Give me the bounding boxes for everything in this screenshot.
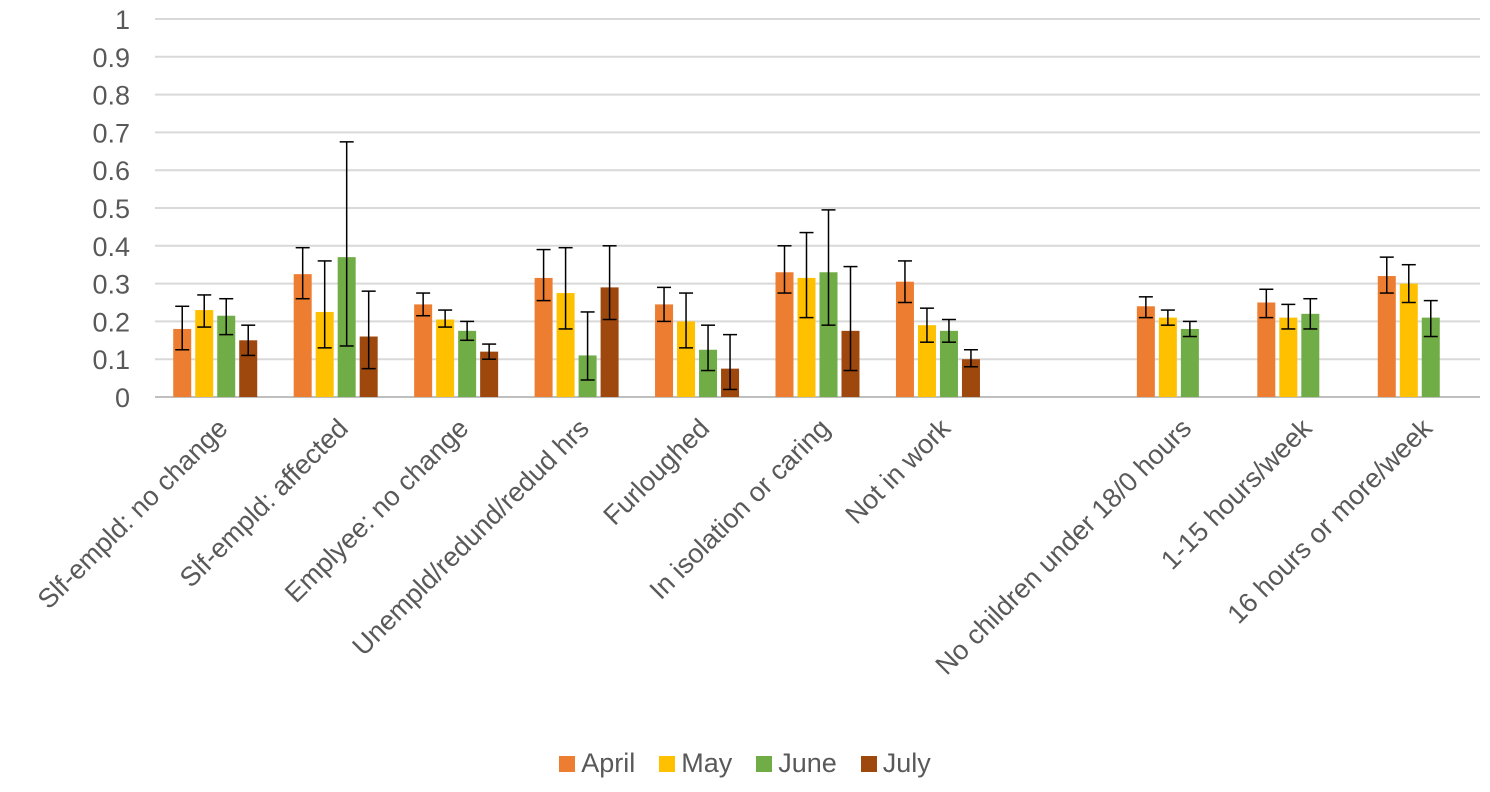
legend-swatch-july [860, 755, 877, 772]
bar-july [600, 287, 619, 397]
y-tick-label: 0.4 [92, 232, 130, 262]
bar-june [458, 330, 477, 397]
bar-july [480, 351, 499, 397]
x-tick-label: Not in work [839, 413, 956, 530]
legend-item-june: June [756, 748, 837, 779]
bar-may [1399, 283, 1418, 397]
x-tick-label: Unempld/redund/redud hrs [346, 413, 594, 661]
bar-july [961, 359, 980, 397]
x-tick-label: 16 hours or more/week [1222, 413, 1439, 630]
bar-may [556, 293, 575, 397]
bar-may [797, 277, 816, 397]
bar-june [217, 315, 236, 397]
legend-label-july: July [882, 748, 931, 778]
bar-april [1257, 302, 1276, 397]
bar-may [1279, 317, 1298, 397]
legend-item-april: April [559, 748, 635, 779]
x-tick-label: Furloughed [597, 413, 715, 531]
bar-may [917, 325, 936, 397]
y-tick-label: 0.3 [92, 270, 130, 300]
bar-may [315, 311, 334, 397]
bar-june [1301, 313, 1320, 397]
y-tick-label: 0.2 [92, 307, 130, 337]
legend-item-july: July [860, 748, 931, 779]
bar-april [173, 328, 192, 397]
legend-swatch-june [756, 755, 773, 772]
x-tick-label: No children under 18/0 hours [930, 413, 1197, 680]
bar-july [239, 340, 258, 397]
legend-label-june: June [778, 748, 837, 778]
bar-april [534, 277, 553, 397]
bar-june [1421, 317, 1440, 397]
legend-swatch-may [659, 755, 676, 772]
y-tick-label: 0.9 [92, 43, 130, 73]
bar-may [677, 321, 696, 397]
bar-april [1136, 306, 1155, 397]
bar-april [1377, 276, 1396, 397]
y-tick-label: 0.6 [92, 156, 130, 186]
y-tick-label: 0.7 [92, 118, 130, 148]
bar-june [1180, 328, 1199, 397]
bar-may [195, 310, 214, 397]
y-tick-label: 0.5 [92, 194, 130, 224]
bar-april [775, 272, 794, 397]
y-tick-label: 0 [115, 383, 130, 413]
bar-june [819, 272, 838, 397]
y-tick-label: 0.8 [92, 81, 130, 111]
bar-april [895, 281, 914, 397]
legend-label-april: April [581, 748, 636, 778]
legend-swatch-april [559, 755, 576, 772]
bar-april [655, 304, 674, 397]
bar-june [939, 330, 958, 397]
bar-june [699, 349, 718, 397]
bar-april [293, 274, 312, 397]
bar-may [436, 319, 455, 397]
y-tick-label: 1 [115, 5, 130, 35]
bar-april [414, 304, 433, 397]
bar-may [1158, 317, 1177, 397]
y-tick-label: 0.1 [92, 345, 130, 375]
legend-label-may: May [681, 748, 733, 778]
legend-item-may: May [659, 748, 732, 779]
chart-legend: April May June July [0, 748, 1490, 779]
